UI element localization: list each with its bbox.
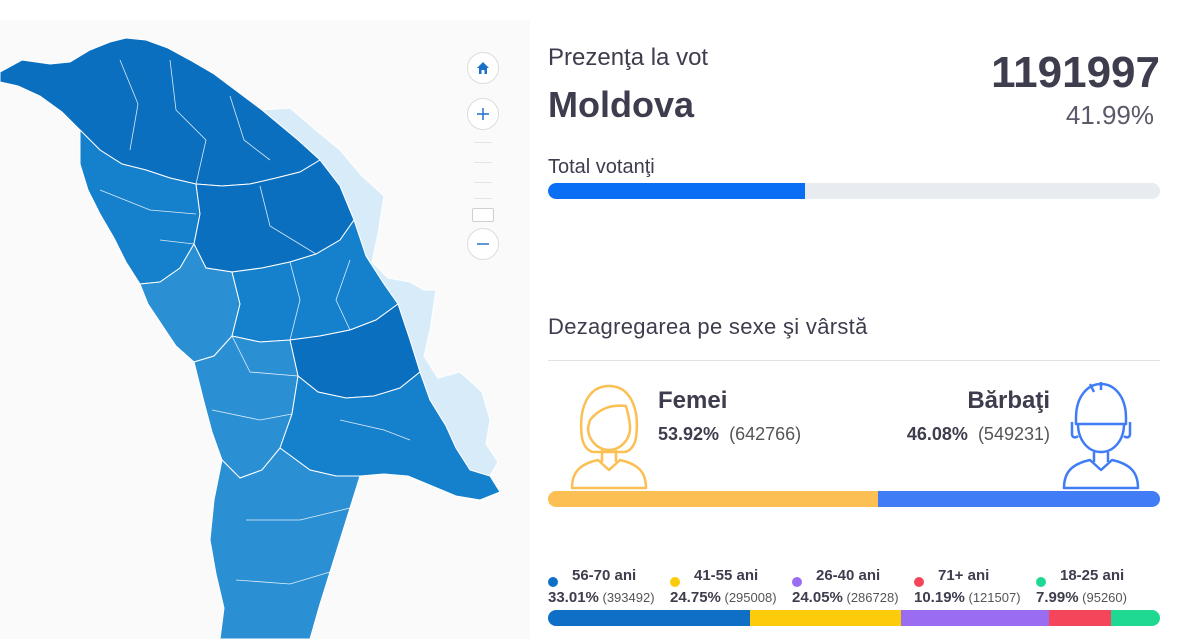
- man-avatar-icon: [1062, 382, 1140, 490]
- age-group-stat: 33.01% (393492): [548, 589, 655, 606]
- info-panel: Prezenţa la vot Moldova 1191997 41.99% T…: [548, 0, 1160, 639]
- age-group-count: (121507): [964, 590, 1021, 605]
- map-panel[interactable]: [0, 20, 530, 639]
- women-count: (642766): [729, 424, 802, 444]
- age-group-dot: [1036, 577, 1046, 587]
- age-bar-segment: [548, 610, 751, 626]
- age-group-dot: [548, 577, 558, 587]
- zoom-scale-tick: [474, 198, 492, 199]
- age-group-percent: 10.19%: [914, 589, 965, 606]
- age-group-stat: 7.99% (95260): [1036, 589, 1127, 606]
- age-group-label: 71+ ani: [938, 567, 990, 584]
- age-group-dot: [792, 577, 802, 587]
- turnout-count: 1191997: [991, 48, 1160, 97]
- age-bar-segment: [1048, 610, 1112, 626]
- age-group-dot: [914, 577, 924, 587]
- zoom-scale-tick: [474, 142, 492, 143]
- minus-icon: [477, 243, 489, 245]
- age-group-count: (286728): [842, 590, 899, 605]
- gender-bar-men: [877, 491, 1160, 507]
- age-group-label: 41-55 ani: [694, 567, 759, 584]
- age-bar-segment: [901, 610, 1049, 626]
- plus-icon: [477, 108, 489, 120]
- gender-bar: [548, 491, 1160, 507]
- turnout-percent: 41.99%: [1065, 100, 1154, 130]
- age-group-stat: 10.19% (121507): [914, 589, 1021, 606]
- turnout-label: Prezenţa la vot: [548, 44, 709, 71]
- age-group-dot: [670, 577, 680, 587]
- total-voters-bar-fill: [548, 183, 805, 199]
- age-group-stat: 24.05% (286728): [792, 589, 899, 606]
- age-legend: 56-70 ani 33.01% (393492) 41-55 ani 24.75% …: [548, 565, 1160, 609]
- age-group-percent: 24.05%: [792, 589, 843, 606]
- zoom-scale-tick: [474, 182, 492, 183]
- age-group-count: (95260): [1078, 590, 1127, 605]
- age-bar: [548, 610, 1160, 626]
- age-group-label: 18-25 ani: [1060, 567, 1125, 584]
- women-percent: 53.92%: [658, 424, 720, 444]
- map-zoom-out-button[interactable]: [467, 228, 499, 260]
- men-label: Bărbaţi: [967, 387, 1050, 414]
- woman-avatar-icon: [570, 384, 648, 490]
- age-group-percent: 24.75%: [670, 589, 721, 606]
- section-divider: [548, 360, 1160, 361]
- total-voters-label: Total votanţi: [548, 156, 655, 178]
- map-zoom-in-button[interactable]: [467, 98, 499, 130]
- map-region-south[interactable]: [209, 447, 361, 639]
- moldova-map[interactable]: [0, 20, 530, 639]
- map-home-button[interactable]: [467, 52, 499, 84]
- age-group-percent: 33.01%: [548, 589, 599, 606]
- age-group-label: 26-40 ani: [816, 567, 881, 584]
- age-bar-segment: [750, 610, 902, 626]
- age-group-percent: 7.99%: [1036, 589, 1079, 606]
- gender-bar-women: [548, 491, 878, 507]
- women-label: Femei: [658, 387, 728, 414]
- region-name: Moldova: [548, 84, 695, 125]
- men-count: (549231): [977, 424, 1050, 444]
- breakdown-title: Dezagregarea pe sexe şi vârstă: [548, 314, 868, 339]
- total-voters-bar: [548, 183, 1160, 199]
- age-group-stat: 24.75% (295008): [670, 589, 777, 606]
- age-group-label: 56-70 ani: [572, 567, 637, 584]
- age-group-count: (393492): [598, 590, 655, 605]
- age-bar-segment: [1111, 610, 1160, 626]
- home-icon: [477, 62, 489, 74]
- women-stat: 53.92% (642766): [658, 424, 801, 445]
- zoom-scale-tick: [474, 162, 492, 163]
- zoom-slider-handle[interactable]: [472, 208, 494, 222]
- men-percent: 46.08%: [906, 424, 968, 444]
- men-stat: 46.08% (549231): [907, 424, 1050, 445]
- age-group-count: (295008): [720, 590, 777, 605]
